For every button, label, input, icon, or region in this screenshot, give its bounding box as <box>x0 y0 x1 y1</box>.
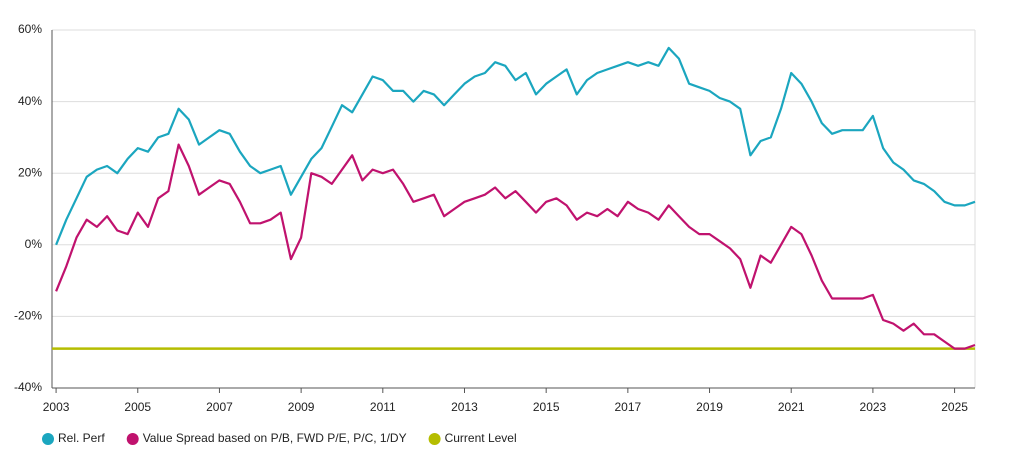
x-tick-label: 2017 <box>615 400 642 414</box>
x-tick-label: 2015 <box>533 400 560 414</box>
legend-label: Value Spread based on P/B, FWD P/E, P/C,… <box>143 431 407 445</box>
x-tick-label: 2011 <box>370 400 396 414</box>
x-tick-label: 2019 <box>696 400 723 414</box>
y-tick-label: -40% <box>14 380 42 394</box>
series-line <box>55 46 976 246</box>
y-tick-label: -20% <box>14 309 42 323</box>
x-tick-label: 2009 <box>288 400 315 414</box>
legend-marker <box>428 433 441 445</box>
y-tick-label: 20% <box>18 165 42 179</box>
x-tick-label: 2013 <box>451 400 478 414</box>
y-tick-label: 40% <box>18 94 42 108</box>
x-tick-label: 2007 <box>206 400 233 414</box>
x-tick-label: 2003 <box>43 400 70 414</box>
x-tick-label: 2023 <box>860 400 887 414</box>
legend-marker <box>126 433 139 445</box>
legend-label: Rel. Perf <box>58 431 105 445</box>
legend-label: Current Level <box>445 431 517 445</box>
x-tick-label: 2025 <box>941 400 968 414</box>
x-tick-label: 2021 <box>778 400 805 414</box>
x-tick-label: 2005 <box>124 400 151 414</box>
y-tick-label: 0% <box>25 237 43 251</box>
legend-marker <box>42 433 54 445</box>
y-tick-label: 60% <box>18 22 42 36</box>
series-line <box>55 143 976 350</box>
